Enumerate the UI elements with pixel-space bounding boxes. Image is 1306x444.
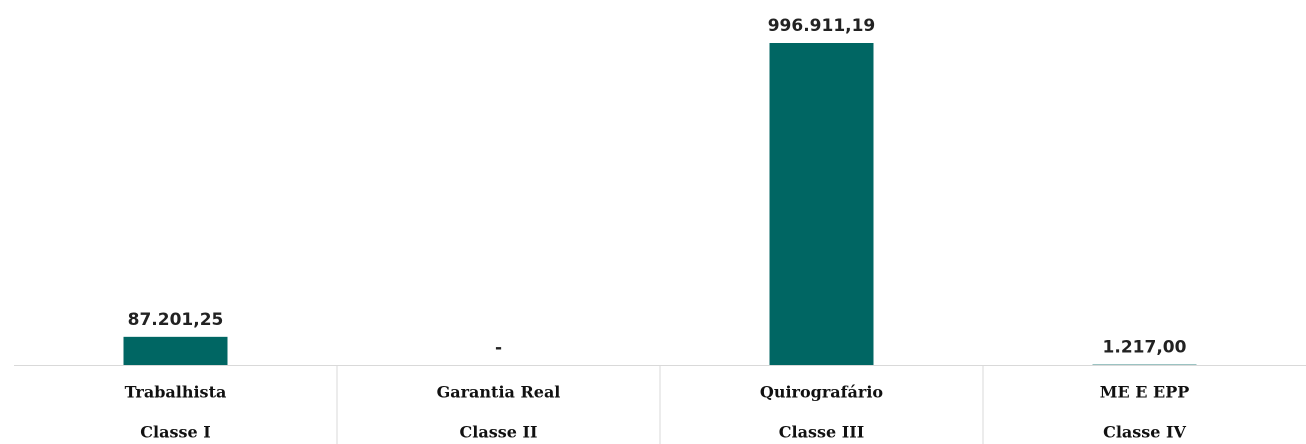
category-label: ME E EPP (1100, 383, 1190, 402)
value-label: 87.201,25 (128, 310, 224, 330)
value-label: 1.217,00 (1103, 338, 1187, 358)
category-label: Garantia Real (437, 383, 561, 402)
bar (769, 43, 874, 365)
value-label: - (495, 338, 502, 358)
subcategory-label: Classe III (779, 423, 864, 442)
category-label: Trabalhista (125, 383, 227, 402)
subcategory-label: Classe II (460, 423, 538, 442)
bar (123, 336, 228, 365)
subcategory-label: Classe IV (1103, 423, 1186, 442)
category-label: Quirografário (760, 383, 883, 402)
subcategory-label: Classe I (140, 423, 210, 442)
value-label: 996.911,19 (768, 16, 876, 36)
